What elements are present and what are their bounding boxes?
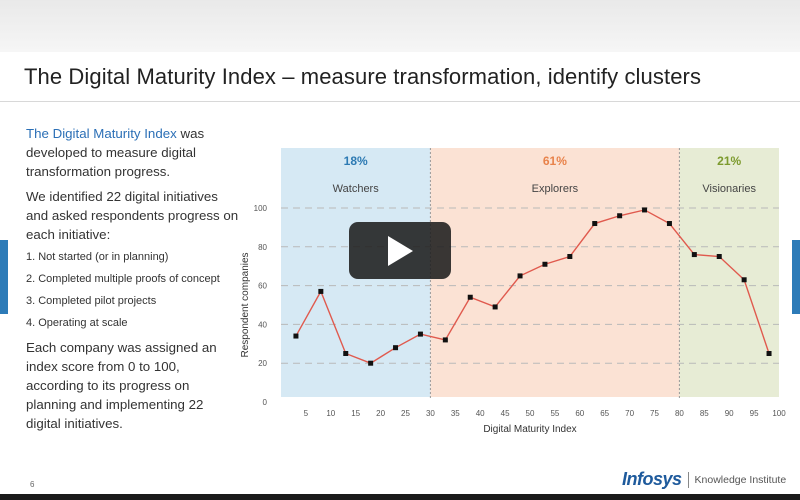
data-point [766,351,772,356]
segment-band-explorers [430,148,680,397]
x-tick-label: 100 [772,409,786,418]
data-point [467,294,473,300]
data-point [368,360,374,366]
x-tick-label: 50 [526,409,535,418]
x-tick-label: 25 [401,409,410,418]
x-tick-label: 10 [326,409,335,418]
data-point [517,273,523,279]
data-point [642,207,648,213]
x-tick-label: 15 [351,409,360,418]
data-point [417,331,423,337]
x-tick-label: 20 [376,409,385,418]
intro-paragraph: The Digital Maturity Index was developed… [26,124,241,181]
data-point [666,221,672,227]
y-tick-label: 40 [258,320,267,329]
progress-steps-list: 1. Not started (or in planning) 2. Compl… [26,250,241,330]
dmi-link[interactable]: The Digital Maturity Index [26,126,177,141]
logo-subtitle: Knowledge Institute [694,473,787,486]
x-tick-label: 45 [501,409,510,418]
slide-title: The Digital Maturity Index – measure tra… [24,64,702,89]
segment-name-label: Explorers [532,183,579,195]
x-tick-label: 35 [451,409,460,418]
segment-share-label: 21% [717,154,741,168]
list-item: 3. Completed pilot projects [26,295,157,307]
data-point [442,337,448,343]
data-point [741,277,747,283]
x-tick-label: 55 [550,409,559,418]
data-point [592,221,598,227]
maturity-index-chart: 18% Watchers 61% Explorers 21% Visionaries 0 20… [240,148,786,435]
y-tick-label: 100 [254,204,268,213]
score-paragraph: Each company was assigned an index score… [26,340,217,431]
data-point [492,304,498,310]
x-tick-label: 40 [476,409,485,418]
data-point [567,254,573,259]
play-icon [388,235,413,266]
page-number: 6 [30,480,35,489]
segment-share-label: 61% [543,154,567,168]
series-line [295,209,770,364]
segment-name-label: Watchers [333,183,380,195]
list-item: 2. Completed multiple proofs of concept [26,273,220,285]
x-tick-label: 5 [304,409,309,418]
list-item: 1. Not started (or in planning) [26,251,169,263]
x-tick-label: 80 [675,409,684,418]
x-axis-title: Digital Maturity Index [483,424,576,435]
y-tick-label: 60 [258,282,267,291]
x-tick-label: 70 [625,409,634,418]
segment-share-label: 18% [344,154,368,168]
top-band [0,0,800,52]
next-slide-button[interactable] [792,240,800,314]
data-point [691,252,697,258]
title-divider [0,101,800,102]
x-tick-label: 30 [426,409,435,418]
x-tick-label: 90 [725,409,734,418]
infosys-logo: Infosys Knowledge Institute [622,469,786,490]
x-tick-label: 75 [650,409,659,418]
data-point [318,288,324,294]
segment-band-visionaries [679,148,779,397]
data-point [393,345,399,351]
y-tick-label: 20 [258,359,267,368]
y-axis-title: Respondent companies [240,252,251,357]
x-tick-label: 85 [700,409,709,418]
initiatives-paragraph: We identified 22 digital initiatives and… [26,189,239,242]
description-panel: The Digital Maturity Index was developed… [26,124,241,439]
x-tick-label: 65 [600,409,609,418]
intro-text: was developed to measure digital transfo… [26,126,205,179]
logo-divider [687,471,689,488]
play-button[interactable] [349,222,451,279]
x-tick-label: 60 [575,409,584,418]
logo-text: Infosys [622,469,682,489]
data-point [343,351,349,356]
segment-name-label: Visionaries [702,183,756,195]
data-point [617,213,623,219]
list-item: 4. Operating at scale [26,317,128,329]
prev-slide-button[interactable] [0,240,8,314]
y-tick-label: 80 [258,243,267,252]
y-tick-label: 0 [263,398,268,407]
data-point [542,261,548,267]
data-point [716,254,722,259]
data-point [293,333,299,339]
bottom-bar [0,494,800,500]
x-tick-label: 95 [750,409,759,418]
